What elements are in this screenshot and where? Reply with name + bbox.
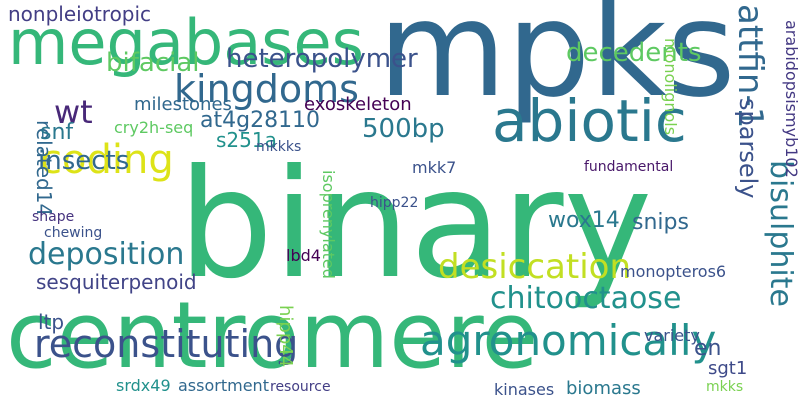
word-chewing: chewing (44, 225, 103, 241)
word-milestones: milestones (134, 94, 232, 115)
word-assortment: assortment (178, 376, 269, 395)
word-binary: binary (178, 138, 653, 312)
word-bisulphite: bisulphite (763, 160, 798, 307)
word-sesquiterpenoid: sesquiterpenoid (36, 270, 197, 294)
word-agronomically: agronomically (420, 316, 717, 365)
word-snips: snips (632, 210, 689, 235)
word-fundamental: fundamental (584, 159, 674, 175)
word-coding: coding (40, 137, 174, 183)
word-decedents: decedents (566, 38, 702, 68)
word-megabases: megabases (8, 6, 364, 79)
word-resource: resource (270, 379, 331, 395)
word-exoskeleton: exoskeleton (304, 94, 412, 115)
word-insects: insects (38, 146, 130, 176)
word-500bp: 500bp (362, 114, 445, 144)
word-snf: snf (40, 120, 74, 145)
word-abiotic: abiotic (492, 87, 687, 155)
word-heteropolymer: heteropolymer (226, 44, 418, 74)
word-cry2h-seq: cry2h-seq (114, 118, 194, 137)
word-isoprenylated: isoprenylated (319, 170, 338, 279)
word-hipp22: hipp22 (370, 195, 419, 211)
word-mkks: mkks (706, 379, 744, 395)
word-attfin-1: attfin-1 (730, 4, 770, 129)
word-kinases: kinases (494, 380, 555, 399)
word-kingdoms: kingdoms (174, 67, 359, 111)
word-wt: wt (54, 93, 93, 131)
word-variety: variety (644, 326, 700, 345)
word-biomass: biomass (566, 378, 641, 399)
word-reconstituting: reconstituting (34, 322, 299, 366)
word-arabidopsismyb102: arabidopsismyb102 (782, 20, 801, 178)
word-wox14: wox14 (548, 208, 620, 233)
word-en: en (694, 336, 722, 361)
word-mkkks: mkkks (256, 139, 302, 155)
word-bifacial: bifacial (106, 48, 200, 78)
word-centromere: centromere (6, 282, 539, 389)
word-sgt1: sgt1 (708, 358, 748, 379)
word-related14: related14 (32, 120, 56, 217)
word-lbd4: lbd4 (286, 246, 321, 265)
word-chitooctaose: chitooctaose (490, 281, 682, 316)
word-mkk7: mkk7 (412, 158, 457, 177)
word-shape: shape (32, 209, 75, 225)
word-srdx49: srdx49 (116, 376, 171, 395)
word-nonpleiotropic: nonpleiotropic (8, 2, 152, 26)
word-at4g28110: at4g28110 (200, 108, 321, 133)
word-mpks: mpks (378, 0, 736, 127)
word-desiccation: desiccation (438, 247, 632, 287)
word-sparsely: sparsely (734, 98, 762, 199)
word-s251a: s251a (216, 128, 277, 152)
word-ltp: ltp (38, 310, 65, 334)
word-hipp44: hipp44 (275, 305, 296, 368)
word-deposition: deposition (28, 237, 185, 272)
word-monolignols: monolignols (661, 38, 680, 136)
word-monopteros6: monopteros6 (620, 262, 727, 281)
